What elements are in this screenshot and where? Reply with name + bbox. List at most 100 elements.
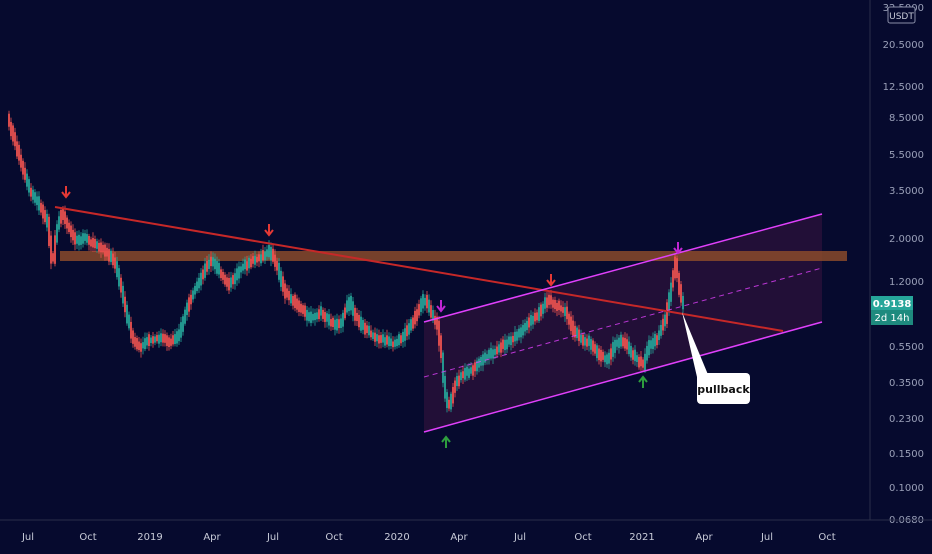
resistance-zone [60,251,847,261]
candle-body [466,366,468,376]
candle-body [654,333,656,347]
candle-body [564,307,566,316]
currency-badge [887,6,916,24]
candle-body [400,335,402,344]
candle-body [124,296,126,313]
candle-body [302,305,304,314]
candle-body [474,362,476,372]
candle-body [416,309,418,322]
y-tick-label: 0.5500 [889,342,924,353]
candle-body [428,299,430,313]
candle-body [664,314,666,327]
candle-body [102,244,104,253]
candle-body [232,275,234,285]
channel-fill [424,214,822,432]
candle-body [96,241,98,249]
x-tick-label: Oct [79,532,96,543]
candle-body [168,337,170,348]
candle-body [540,304,542,317]
candle-body [162,333,164,343]
candle-body [632,350,634,360]
candle-body [544,297,546,309]
pullback-callout: pullback [682,312,750,404]
candle-body [402,331,404,343]
candle-body [464,368,466,380]
candle-body [392,341,394,348]
candle-body [502,339,504,349]
candle-body [680,284,682,303]
candle-body [216,261,218,274]
candle-body [616,339,618,347]
candle-body [600,349,602,362]
candle-body [276,260,278,271]
candle-body [646,345,648,361]
candle-body [612,342,614,357]
candle-body [618,337,620,348]
candle-body [250,258,252,268]
candle-body [554,299,556,310]
candle-body [62,208,64,220]
y-tick-label: 0.2300 [889,414,924,425]
candle-body [346,300,348,313]
candle-body [448,399,450,409]
y-tick-label: 2.0000 [889,234,924,245]
candle-body [452,387,454,404]
candle-body [86,234,88,243]
candle-body [134,337,136,347]
candle-body [576,327,578,339]
candle-body [578,329,580,341]
candle-body [470,367,472,374]
candle-body [46,213,48,228]
candle-body [208,259,210,269]
candle-body [24,167,26,180]
candle-body [42,204,44,219]
candle-body [226,277,228,287]
candle-body [386,335,388,345]
candle-body [246,261,248,271]
candle-body [572,320,574,336]
candle-body [496,346,498,355]
candle-body [10,121,12,137]
candle-body [506,339,508,350]
candle-body [456,376,458,387]
candle-body [188,297,190,312]
candle-body [364,322,366,335]
x-tick-label: Jul [21,532,34,543]
x-tick-label: Apr [695,532,713,543]
candle-body [586,338,588,347]
candle-body [314,312,316,321]
candle-body [184,309,186,324]
y-tick-label: 12.5000 [883,82,924,93]
candle-body [528,317,530,328]
candle-body [26,173,28,187]
candle-body [56,224,58,243]
candle-body [614,339,616,353]
candle-body [320,306,322,316]
candle-body [504,339,506,351]
candle-body [144,338,146,350]
candle-body [344,307,346,319]
candle-body [590,339,592,350]
candle-body [484,352,486,363]
candle-body [58,216,60,230]
candle-body [280,270,282,287]
candle-body [44,210,46,223]
candle-body [650,340,652,349]
candle-body [176,331,178,344]
x-tick-label: 2019 [137,532,162,543]
candle-body [332,317,334,327]
candle-body [118,268,120,287]
candle-body [152,336,154,344]
candle-body [112,253,114,266]
candle-body [316,312,318,320]
candle-body [258,254,260,262]
candle-body [676,258,678,279]
candle-body [384,337,386,346]
candle-body [412,317,414,329]
candle-body [70,225,72,238]
candle-body [52,253,54,262]
candle-body [228,277,230,291]
candle-body [492,349,494,359]
